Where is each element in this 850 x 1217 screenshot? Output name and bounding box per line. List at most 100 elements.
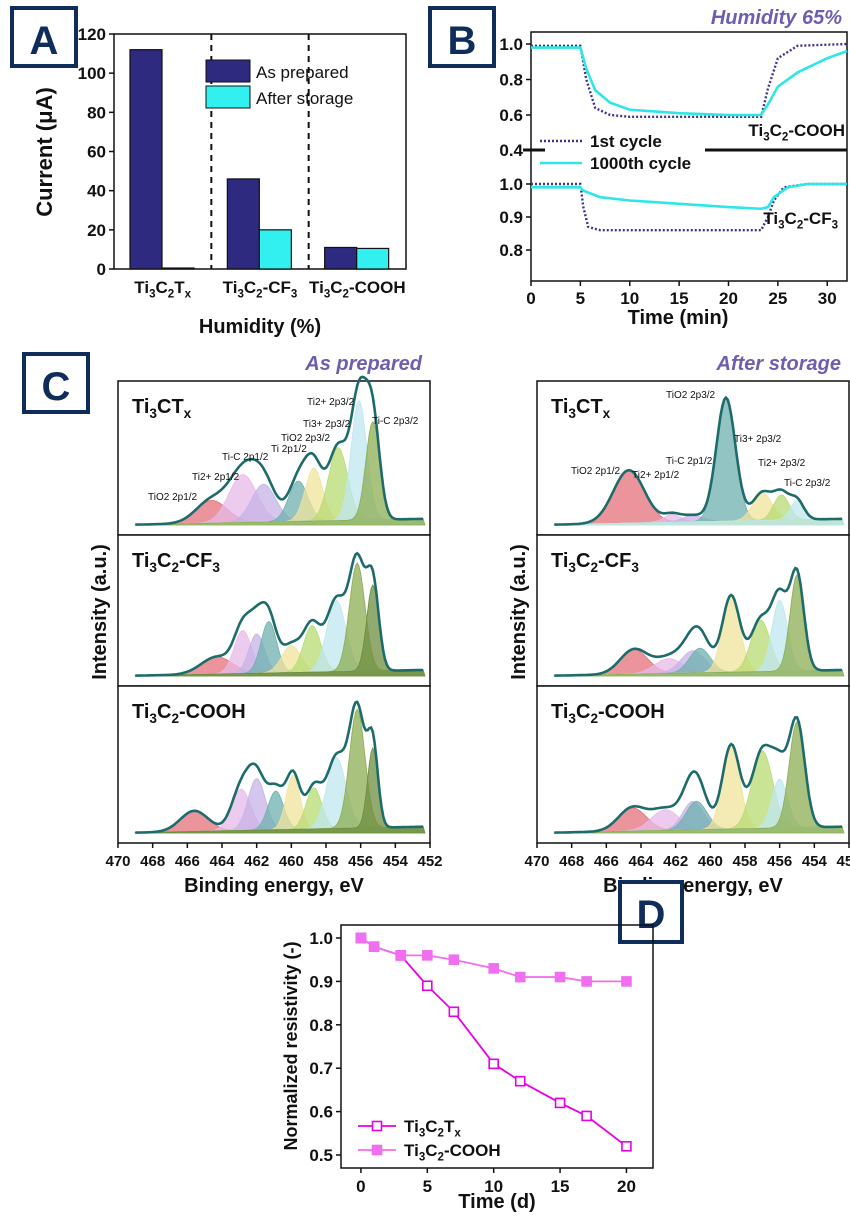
legend-label-b: 1st cycle	[590, 132, 662, 151]
data-point-d	[368, 941, 380, 952]
panel-c: C Ti3​CTx​ Ti3​C2​-CF3​ Ti3​C2​-COOH 470 468…	[22, 352, 850, 897]
bar-after-storage	[258, 229, 292, 270]
peak-annotation: Ti3+ 2p3/2	[734, 434, 782, 445]
legend-marker-d	[371, 1144, 383, 1156]
panel-d-badge	[618, 880, 684, 944]
x-tick-label-c: 464	[209, 853, 235, 870]
data-point-d	[488, 1058, 499, 1070]
x-tick-label-c: 462	[663, 853, 688, 870]
data-point-d	[581, 1110, 592, 1122]
x-tick-label-c: 456	[767, 853, 792, 870]
y-tick-label-b: 1.0	[499, 35, 523, 54]
data-point-d	[554, 971, 566, 983]
x-tick-label-c: 468	[559, 853, 584, 870]
peak-annotation: Ti-C 2p3/2	[784, 478, 831, 489]
x-tick-label-d: 20	[617, 1177, 636, 1196]
x-tick-label-c: 470	[105, 853, 130, 870]
x-tick-label-a: Ti3​C2​-COOH	[309, 278, 406, 300]
bar-after-storage	[161, 267, 195, 270]
legend-marker-d	[371, 1120, 383, 1132]
y-tick-label-d: 0.5	[309, 1146, 333, 1165]
x-tick-label-c: 462	[244, 853, 269, 870]
panel-c-label: C	[42, 365, 71, 409]
y-tick-label-b: 0.6	[499, 106, 523, 125]
x-tick-label-b: 20	[719, 289, 738, 308]
series-line-1st-cycle	[531, 182, 847, 232]
series-line-1000th-cycle	[531, 182, 847, 211]
y-tick-label-b: 1.0	[499, 175, 523, 194]
xps-fit-peak	[553, 574, 845, 677]
x-tick-label-c: 460	[279, 853, 304, 870]
x-tick-label-b: 10	[620, 289, 639, 308]
y-tick-label-d: 1.0	[309, 929, 333, 948]
x-tick-label-d: 5	[423, 1177, 432, 1196]
series-group-label: Ti3​C2​-CF3​	[763, 209, 838, 231]
y-tick-label-a: 60	[87, 143, 106, 162]
data-point-d	[395, 950, 407, 961]
x-tick-label-d: 10	[484, 1177, 503, 1196]
x-axis-title-c: Binding energy, eV	[184, 875, 364, 897]
data-point-d	[448, 1006, 460, 1018]
x-axis-title-a: Humidity (%)	[199, 316, 321, 338]
peak-annotation: Ti-C 2p3/2	[372, 416, 419, 427]
data-point-d	[621, 1141, 632, 1152]
peak-annotation: Ti2+ 2p3/2	[307, 397, 355, 408]
sample-label: Ti3​CTx​	[551, 396, 611, 421]
xps-envelope	[554, 395, 843, 526]
x-axis-title-d: Time (d)	[458, 1191, 535, 1213]
bar-as-prepared	[226, 178, 260, 270]
y-axis-title-d: Normalized resistivity (-)	[281, 941, 301, 1150]
xps-chart-c: Ti3​CTx​ Ti3​C2​-CF3​ Ti3​C2​-COOH 470 468 46…	[89, 353, 850, 897]
sample-label: Ti3​CTx​	[132, 396, 192, 421]
legend-swatch-a	[205, 85, 251, 109]
sample-label: Ti3​C2​-COOH	[132, 701, 246, 726]
x-tick-label-b: 25	[768, 289, 787, 308]
x-tick-label-c: 452	[417, 853, 442, 870]
data-point-d	[488, 963, 499, 974]
x-tick-label-c: 458	[313, 853, 338, 870]
legend-label-b: 1000th cycle	[590, 154, 691, 173]
x-axis-title-b: Time (min)	[628, 307, 729, 329]
xps-envelope	[135, 375, 424, 526]
y-axis-title-a: Current (μA)	[32, 87, 57, 217]
bar-as-prepared	[324, 246, 358, 270]
panel-a: A 0 20 40 60 80 100 120 Ti3​C2​Tx​ Ti3​C2​-CF3​ T…	[10, 6, 407, 338]
peak-annotation: Ti2+ 2p1/2	[192, 472, 240, 483]
xps-fit-peak	[553, 500, 845, 526]
y-tick-label-a: 40	[87, 182, 106, 201]
legend-label-d: Ti3​C2​-COOH	[404, 1141, 501, 1163]
plot-frame-d	[340, 924, 654, 1169]
y-tick-label-a: 120	[78, 25, 106, 44]
y-tick-label-a: 20	[87, 221, 106, 240]
data-point-d	[421, 980, 433, 992]
data-point-d	[514, 971, 526, 983]
x-tick-label-c: 466	[594, 853, 619, 870]
bar-as-prepared	[129, 49, 163, 270]
y-tick-label-a: 80	[87, 103, 106, 122]
x-tick-label-c: 464	[628, 853, 654, 870]
data-point-d	[514, 1075, 526, 1087]
panel-b: B 0.6 0.8 1.0 0.4 0.8 0.9 1.0 0 5 10 15 20 25 30 Ti3​C…	[428, 6, 848, 329]
peak-annotation: Ti-C 2p1/2	[666, 456, 713, 467]
peak-annotation: TiO2 2p3/2	[666, 390, 716, 401]
y-axis-title-c: Intensity (a.u.)	[508, 544, 530, 680]
x-tick-label-c: 452	[836, 853, 850, 870]
y-tick-label-b: 0.8	[499, 241, 523, 260]
peak-annotation: Ti3+ 2p3/2	[303, 419, 351, 430]
data-point-d	[581, 976, 592, 987]
peak-annotation: TiO2 2p1/2	[148, 492, 198, 503]
x-tick-label-b: 15	[670, 289, 689, 308]
x-tick-label-c: 460	[698, 853, 723, 870]
line-chart-d: 0.5 0.6 0.7 0.8 0.9 1.0 0 5 10 15 20 Ti3​C2​Tx​Ti3​…	[281, 924, 654, 1213]
x-tick-label-d: 0	[356, 1177, 365, 1196]
plot-frame-b	[530, 31, 848, 282]
data-point-d	[554, 1097, 566, 1109]
x-tick-label-c: 470	[524, 853, 549, 870]
x-tick-label-b: 0	[526, 289, 535, 308]
peak-annotation: TiO2 2p1/2	[571, 466, 621, 477]
legend-swatch-a	[205, 59, 251, 83]
data-point-d	[421, 950, 433, 961]
series-line-d	[360, 937, 627, 983]
xps-envelope	[554, 566, 843, 677]
y-axis-title-c: Intensity (a.u.)	[89, 544, 111, 680]
